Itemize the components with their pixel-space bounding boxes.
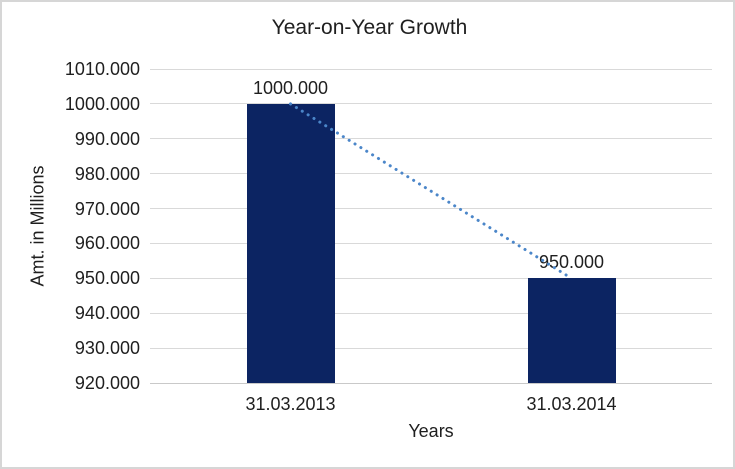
y-tick-label: 1010.000 — [64, 59, 140, 79]
gridline — [150, 312, 712, 314]
gridline — [150, 277, 712, 279]
bar-value-label: 950.000 — [538, 252, 605, 273]
y-tick-label: 970.000 — [74, 198, 140, 219]
gridline — [150, 103, 712, 105]
gridline — [150, 173, 712, 175]
y-tick-label: 1000.000 — [64, 93, 140, 114]
x-axis-title: Years — [408, 421, 454, 441]
x-category-label: 31.03.2013 — [245, 394, 336, 414]
y-tick-label: 990.000 — [74, 128, 140, 149]
y-tick-label: 940.000 — [74, 303, 140, 324]
x-category-label: 31.03.2014 — [526, 394, 617, 414]
gridline — [150, 68, 712, 70]
bar-31.03.2013 — [246, 103, 335, 383]
y-tick-label: 920.000 — [74, 373, 140, 393]
y-tick-label: 950.000 — [74, 268, 140, 289]
gridline — [150, 347, 712, 349]
bar-value-label: 1000.000 — [252, 77, 329, 98]
bar-31.03.2014 — [527, 278, 616, 383]
chart-title: Year-on-Year Growth — [271, 16, 468, 39]
gridline — [150, 138, 712, 140]
y-tick-label: 980.000 — [74, 163, 140, 184]
x-axis-line — [150, 382, 712, 384]
gridline — [150, 208, 712, 210]
gridline — [150, 242, 712, 244]
y-tick-label: 930.000 — [74, 338, 140, 359]
y-tick-label: 960.000 — [74, 233, 140, 254]
